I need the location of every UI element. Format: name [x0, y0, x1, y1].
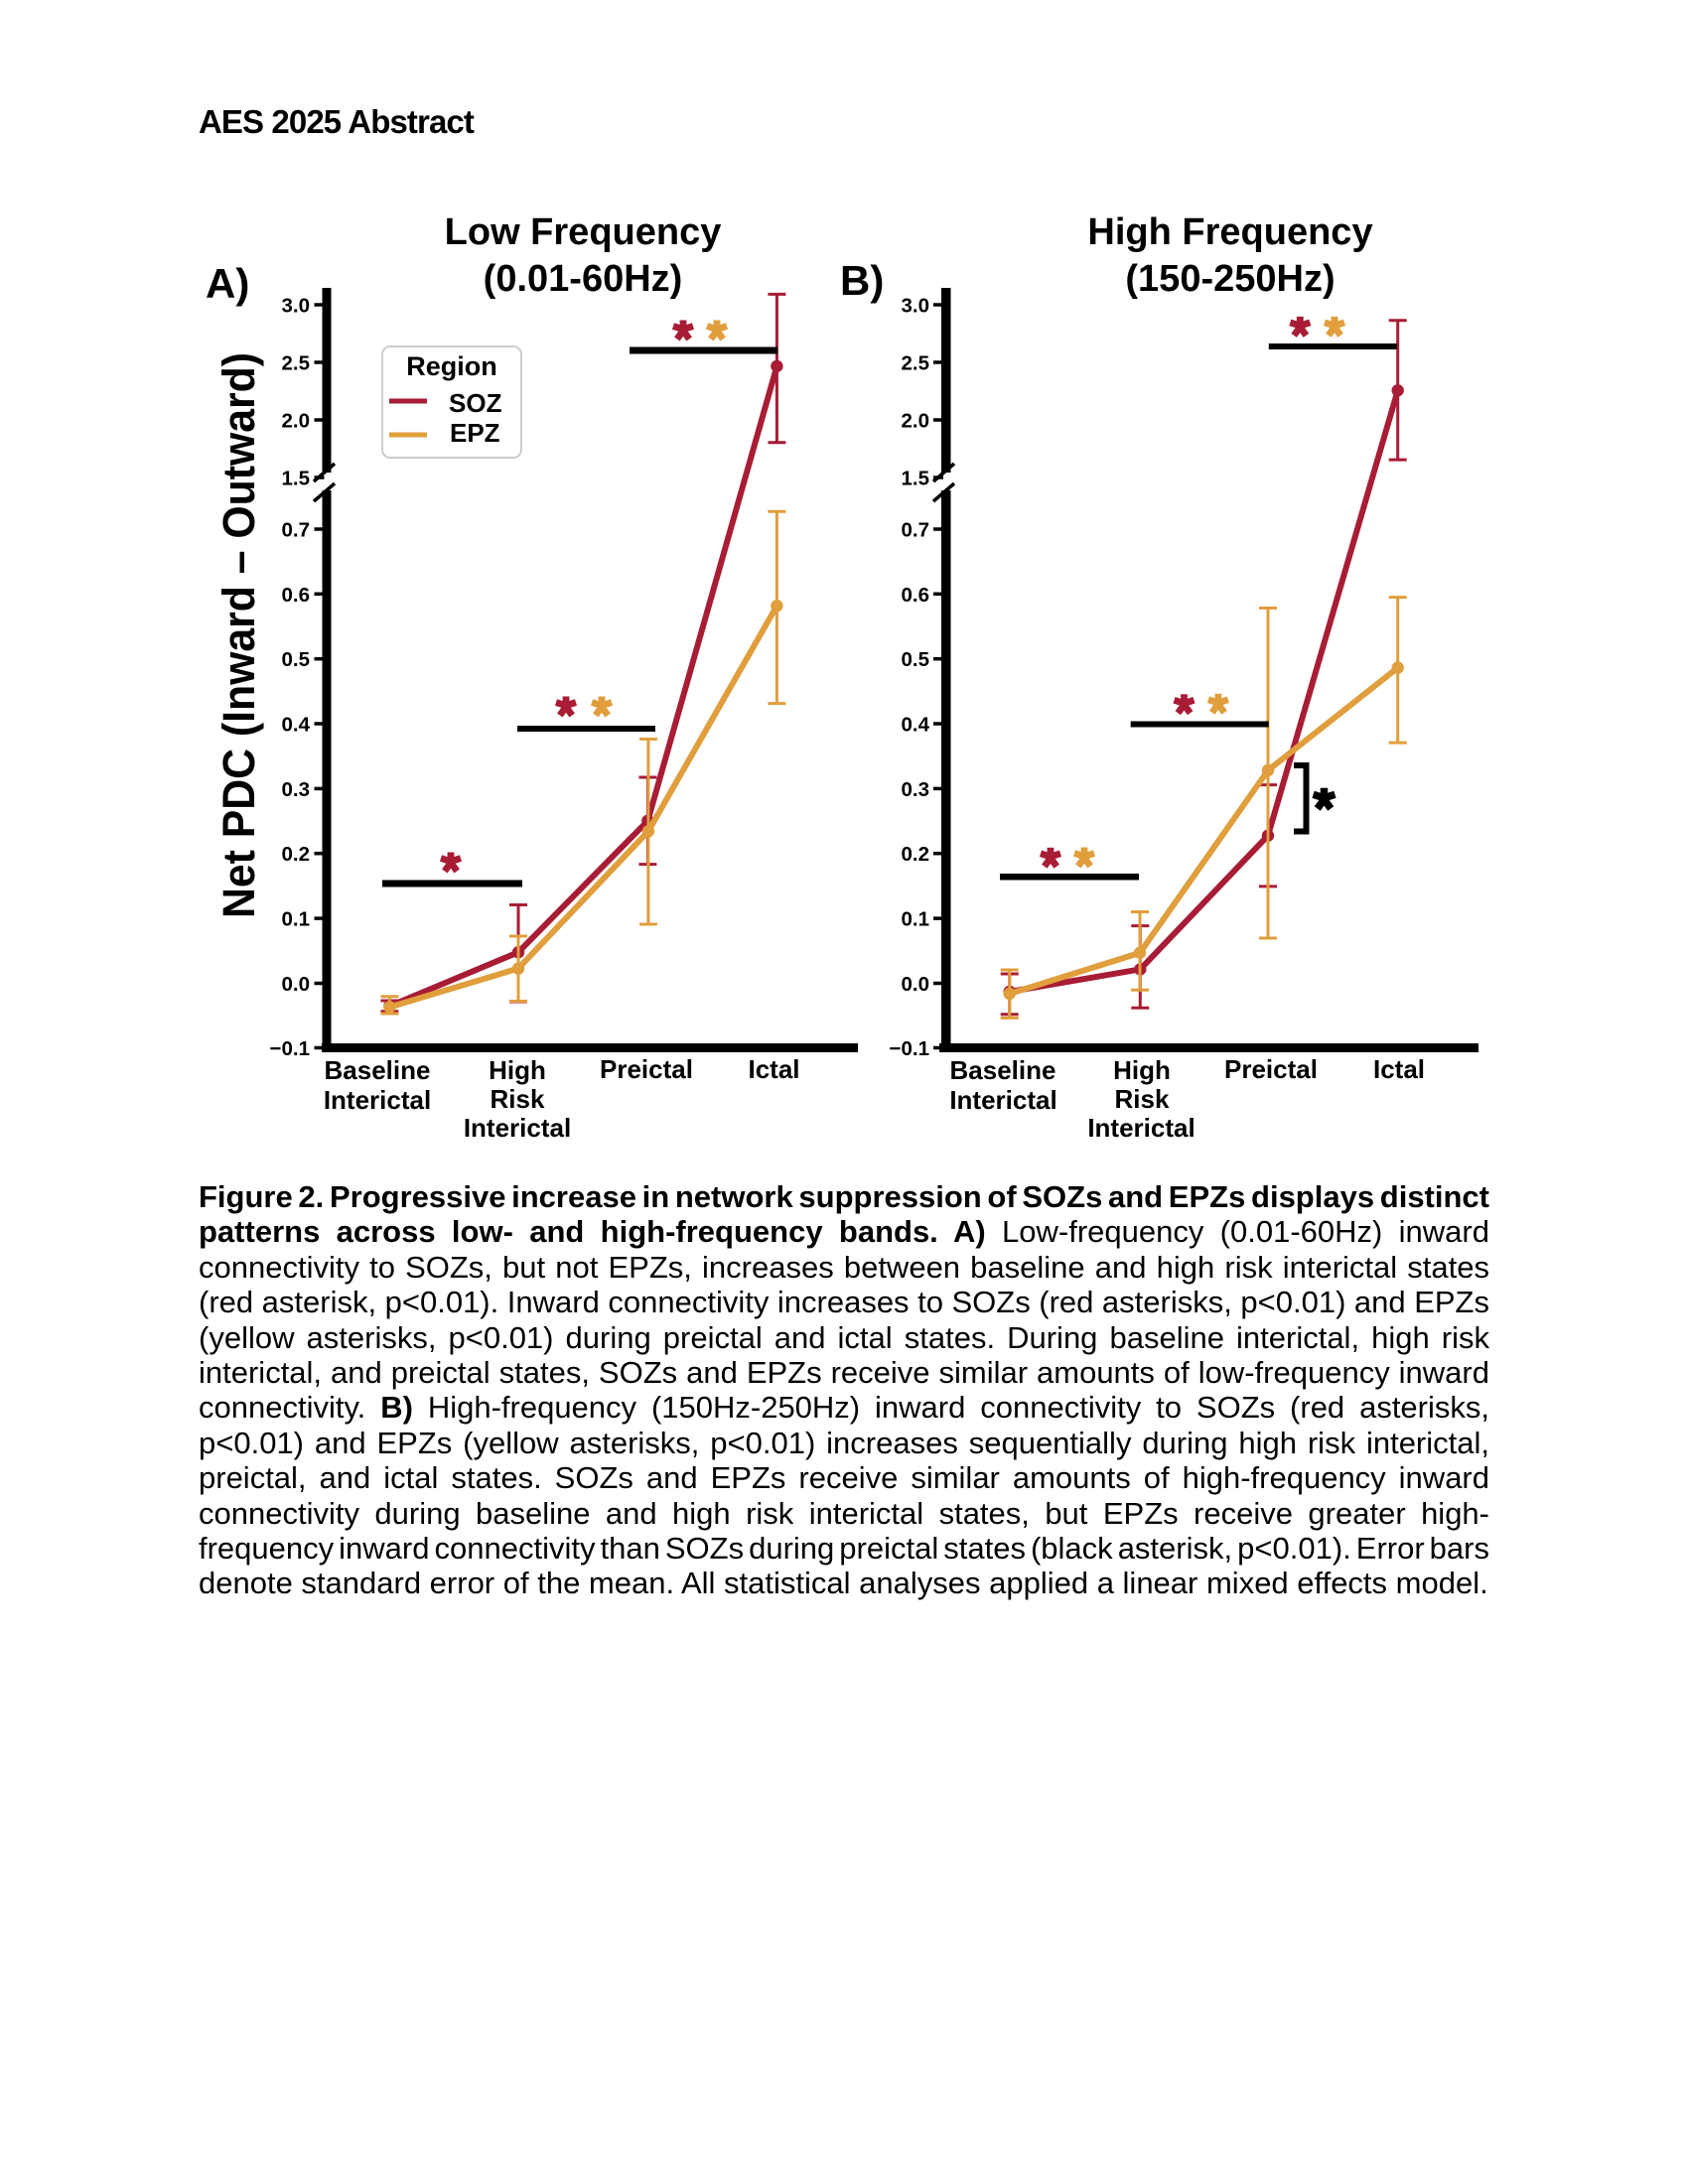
svg-text:1.5: 1.5 — [282, 468, 311, 490]
svg-text:0.2: 0.2 — [902, 843, 930, 866]
svg-text:Risk: Risk — [491, 1084, 545, 1114]
svg-text:0.3: 0.3 — [902, 778, 930, 801]
svg-text:Interictal: Interictal — [324, 1085, 431, 1115]
svg-text:2.5: 2.5 — [902, 352, 930, 375]
svg-text:3.0: 3.0 — [902, 295, 930, 318]
svg-text:Region: Region — [406, 351, 497, 381]
svg-text:Interictal: Interictal — [1087, 1113, 1195, 1143]
svg-text:A): A) — [206, 260, 249, 307]
svg-text:0.7: 0.7 — [902, 519, 930, 542]
svg-text:High: High — [489, 1055, 546, 1085]
svg-text:0.7: 0.7 — [282, 519, 311, 542]
svg-text:High Frequency: High Frequency — [1087, 211, 1372, 253]
svg-text:3.0: 3.0 — [282, 295, 311, 318]
svg-text:0.5: 0.5 — [282, 648, 311, 671]
svg-text:Interictal: Interictal — [949, 1085, 1056, 1115]
svg-text:0.6: 0.6 — [902, 584, 930, 607]
svg-text:0.1: 0.1 — [902, 908, 930, 931]
svg-text:1.5: 1.5 — [902, 468, 930, 490]
svg-text:2.5: 2.5 — [282, 352, 311, 375]
svg-text:(0.01-60Hz): (0.01-60Hz) — [484, 258, 683, 300]
svg-text:0.0: 0.0 — [282, 973, 311, 996]
svg-text:0.5: 0.5 — [902, 648, 930, 671]
svg-text:0.4: 0.4 — [902, 714, 930, 737]
svg-text:2.0: 2.0 — [282, 410, 311, 433]
svg-text:Risk: Risk — [1115, 1084, 1170, 1114]
svg-text:SOZ: SOZ — [449, 388, 502, 418]
svg-text:Preictal: Preictal — [600, 1054, 693, 1084]
svg-text:0.3: 0.3 — [282, 778, 311, 801]
svg-text:Low Frequency: Low Frequency — [445, 211, 722, 253]
svg-text:B): B) — [840, 257, 884, 304]
svg-text:Interictal: Interictal — [464, 1113, 571, 1143]
svg-text:High: High — [1113, 1055, 1171, 1085]
svg-text:Ictal: Ictal — [1373, 1054, 1425, 1084]
svg-text:(150-250Hz): (150-250Hz) — [1125, 258, 1335, 300]
svg-text:Ictal: Ictal — [748, 1054, 799, 1084]
svg-text:EPZ: EPZ — [450, 418, 500, 448]
svg-text:Baseline: Baseline — [325, 1055, 431, 1085]
svg-text:Preictal: Preictal — [1224, 1054, 1318, 1084]
svg-text:Net PDC (Inward – Outward): Net PDC (Inward – Outward) — [213, 352, 264, 918]
svg-text:−0.1: −0.1 — [890, 1037, 929, 1060]
svg-text:0.0: 0.0 — [902, 973, 930, 996]
svg-text:0.1: 0.1 — [282, 908, 311, 931]
svg-text:0.6: 0.6 — [282, 584, 311, 607]
svg-text:2.0: 2.0 — [902, 410, 930, 433]
svg-text:0.4: 0.4 — [282, 714, 311, 737]
svg-text:−0.1: −0.1 — [270, 1037, 310, 1060]
svg-text:Baseline: Baseline — [950, 1055, 1056, 1085]
svg-text:0.2: 0.2 — [282, 843, 311, 866]
